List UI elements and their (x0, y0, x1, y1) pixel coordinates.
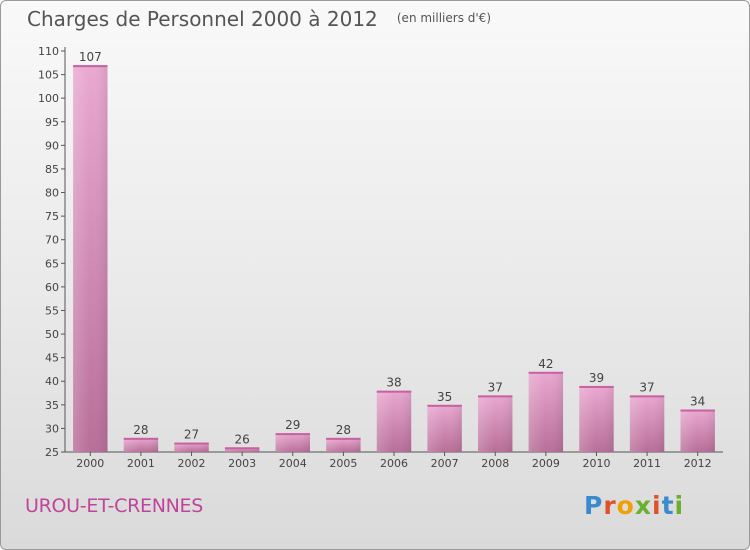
chart-title: Charges de Personnel 2000 à 2012 (27, 7, 378, 31)
bar-top-edge (376, 390, 412, 393)
y-tick-label: 90 (45, 139, 59, 152)
bar-shade (680, 409, 715, 452)
x-tick-label: 2002 (178, 457, 206, 470)
x-tick-label: 2006 (380, 457, 408, 470)
y-tick-label: 70 (45, 234, 59, 247)
place-name: UROU-ET-CRENNES (25, 495, 204, 517)
bar-shade (528, 371, 564, 452)
data-label: 34 (690, 395, 705, 409)
x-tick-label: 2009 (532, 457, 560, 470)
bar-top-edge (123, 437, 159, 440)
bar-shade (275, 433, 310, 452)
bar-top-edge (427, 404, 462, 407)
y-tick-label: 75 (45, 210, 59, 223)
x-tick-label: 2004 (279, 457, 307, 470)
y-tick-label: 100 (38, 92, 59, 105)
title-row: Charges de Personnel 2000 à 2012 (en mil… (27, 7, 491, 31)
y-tick-label: 50 (45, 328, 59, 341)
bar-top-edge (73, 65, 108, 68)
bar-shade (579, 385, 614, 452)
y-tick-label: 35 (45, 399, 59, 412)
x-tick-label: 2012 (684, 457, 712, 470)
logo-letter: x (634, 491, 652, 520)
y-tick-label: 45 (45, 352, 59, 365)
bar-top-edge (174, 442, 209, 445)
bar-top-edge (579, 385, 614, 388)
bar-shade (73, 65, 108, 452)
y-tick-label: 110 (38, 45, 59, 58)
logo-letter: P (584, 491, 604, 520)
proxiti-logo[interactable]: Proxiti (584, 491, 684, 520)
data-label: 29 (285, 418, 300, 432)
logo-letter: o (616, 491, 635, 520)
x-tick-label: 2008 (481, 457, 509, 470)
data-label: 27 (184, 428, 199, 442)
logo-letter: i (652, 491, 662, 520)
bar-shade (376, 390, 412, 452)
x-tick-label: 2011 (633, 457, 661, 470)
data-label: 42 (538, 357, 553, 371)
data-label: 37 (488, 380, 503, 394)
y-tick-label: 80 (45, 187, 59, 200)
bar-shade (123, 437, 159, 452)
bar-top-edge (629, 395, 665, 398)
bar-shade (427, 404, 462, 452)
data-label: 39 (589, 371, 604, 385)
bar-shade (224, 447, 260, 452)
x-tick-label: 2010 (582, 457, 610, 470)
bar-top-edge (224, 447, 260, 450)
bar-top-edge (528, 371, 564, 374)
bar-shade (478, 395, 513, 452)
data-label: 107 (79, 50, 102, 64)
y-tick-label: 85 (45, 163, 59, 176)
data-label: 35 (437, 390, 452, 404)
bar-shade (629, 395, 665, 452)
logo-letter: t (661, 491, 675, 520)
y-tick-label: 30 (45, 422, 59, 435)
x-tick-label: 2005 (329, 457, 357, 470)
y-tick-label: 95 (45, 116, 59, 129)
bar-top-edge (275, 433, 310, 436)
data-label: 26 (235, 432, 250, 446)
bar-top-edge (326, 437, 361, 440)
x-tick-label: 2001 (127, 457, 155, 470)
bar-top-edge (680, 409, 715, 412)
data-label: 28 (133, 423, 148, 437)
y-tick-label: 25 (45, 446, 59, 459)
y-tick-label: 65 (45, 257, 59, 270)
y-tick-label: 105 (38, 69, 59, 82)
data-label: 38 (386, 376, 401, 390)
bar-shade (174, 442, 209, 452)
x-tick-label: 2003 (228, 457, 256, 470)
bar-shade (326, 437, 361, 452)
x-tick-label: 2000 (76, 457, 104, 470)
x-tick-label: 2007 (431, 457, 459, 470)
bar-top-edge (478, 395, 513, 398)
logo-letter: i (674, 491, 685, 520)
y-tick-label: 40 (45, 375, 59, 388)
logo-letter: r (603, 491, 617, 520)
y-tick-label: 60 (45, 281, 59, 294)
chart-subtitle: (en milliers d'€) (396, 11, 491, 25)
y-tick-label: 55 (45, 304, 59, 317)
data-label: 28 (336, 423, 351, 437)
data-label: 37 (639, 380, 654, 394)
